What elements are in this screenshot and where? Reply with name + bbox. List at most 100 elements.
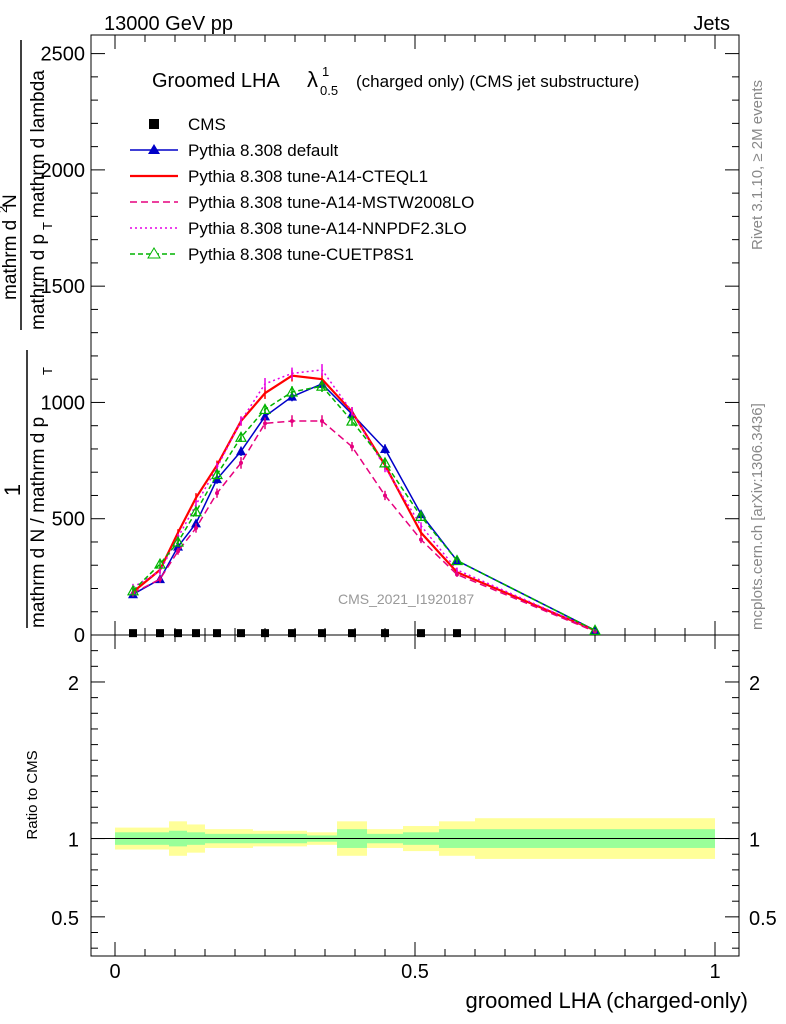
legend-label-default: Pythia 8.308 default <box>188 141 339 160</box>
title-suffix: (charged only) (CMS jet substructure) <box>356 72 639 91</box>
main-y-tick-label: 0 <box>74 625 85 647</box>
cms-point <box>453 629 461 638</box>
marker-cuetp <box>153 557 167 569</box>
legend-label-cteql1: Pythia 8.308 tune-A14-CTEQL1 <box>188 167 428 186</box>
marker-cuetp <box>414 510 428 521</box>
cms-point <box>237 629 245 638</box>
main-y-tick-label: 1000 <box>41 392 86 414</box>
marker-cuetp <box>210 468 224 480</box>
series-line-nnpdf <box>132 369 596 632</box>
legend-label-mstw: Pythia 8.308 tune-A14-MSTW2008LO <box>188 193 474 212</box>
cms-point <box>192 629 200 638</box>
ylabel-denominator-2a: mathrm d p <box>28 234 49 330</box>
series-line-cuetp <box>132 385 596 632</box>
ylabel-denominator-1: mathrm d N / mathrm d p <box>28 417 49 628</box>
ratio-y-tick-label-right: 0.5 <box>749 908 777 930</box>
cms-point <box>261 629 269 638</box>
legend-marker-cms <box>149 119 159 129</box>
header-right-label: Jets <box>693 13 730 35</box>
title-lambda-sub: 0.5 <box>320 83 338 98</box>
title-lambda: λ <box>307 67 318 92</box>
legend-marker-cuetp <box>147 247 161 259</box>
ylabel-numerator-sup: 2 <box>0 206 10 213</box>
ratio-y-axis-label: Ratio to CMS <box>24 750 41 839</box>
ylabel-one: 1 <box>0 484 25 496</box>
ratio-plot-frame <box>90 634 740 957</box>
marker-mstw <box>290 419 294 424</box>
ylabel-numerator: mathrm d <box>0 220 21 300</box>
marker-default <box>260 411 270 421</box>
main-y-tick-label: 1500 <box>41 276 86 298</box>
marker-default <box>236 446 246 456</box>
ylabel-numerator-2: N <box>0 194 21 208</box>
legend-marker-default <box>148 144 160 154</box>
cms-point <box>129 629 137 638</box>
marker-mstw <box>320 419 324 424</box>
legend-label-cuetp: Pythia 8.308 tune-CUETP8S1 <box>188 245 414 264</box>
marker-mstw <box>383 493 387 498</box>
x-axis: 0 0.5 1 <box>109 35 721 983</box>
cms-point <box>348 629 356 638</box>
marker-cuetp <box>189 505 203 517</box>
cms-points <box>129 629 461 638</box>
cms-point <box>288 629 296 638</box>
marker-default <box>191 518 201 528</box>
series-line-cteql1 <box>132 374 596 632</box>
ratio-y-tick-label: 0.5 <box>51 908 79 930</box>
plot-title: Groomed LHA λ 1 0.5 (charged only) (CMS … <box>152 64 639 98</box>
marker-cuetp <box>588 624 602 635</box>
marker-mstw <box>455 572 459 577</box>
ratio-y-tick-label: 2 <box>68 673 79 695</box>
ratio-y-tick-label-right: 1 <box>749 830 760 852</box>
marker-mstw <box>263 421 267 426</box>
marker-mstw <box>239 460 243 465</box>
cms-point <box>381 629 389 638</box>
marker-cuetp <box>315 379 329 391</box>
marker-cuetp <box>378 456 392 468</box>
marker-cuetp <box>171 535 185 547</box>
ylabel-denominator-1-sub: T <box>40 367 55 375</box>
ylabel-denominator-2b: mathrm d lambda <box>28 70 49 218</box>
x-tick-label: 1 <box>709 961 720 983</box>
marker-mstw <box>194 526 198 531</box>
rivet-side-label: Rivet 3.1.10, ≥ 2M events <box>749 80 766 250</box>
marker-cuetp <box>285 385 299 397</box>
ratio-y-axis: 0.5 0.5 1 1 2 2 <box>51 650 777 949</box>
cms-point <box>213 629 221 638</box>
cms-point <box>318 629 326 638</box>
x-tick-label: 0.5 <box>401 961 429 983</box>
marker-cuetp <box>126 584 140 596</box>
x-tick-label: 0 <box>109 961 120 983</box>
ylabel-denominator-2-sub: T <box>40 222 55 230</box>
main-y-axis: 0 500 1000 1500 2000 2500 <box>41 44 739 647</box>
series-line-mstw <box>132 420 596 633</box>
marker-mstw <box>215 491 219 496</box>
analysis-watermark: CMS_2021_I1920187 <box>338 591 474 607</box>
x-axis-label: groomed LHA (charged-only) <box>466 988 748 1013</box>
main-y-axis-label: 1 mathrm d N / mathrm d p T mathrm d 2 N… <box>0 40 55 628</box>
cms-point <box>174 629 182 638</box>
mcplots-side-label: mcplots.cern.ch [arXiv:1306.3436] <box>749 403 766 630</box>
cms-point <box>156 629 164 638</box>
main-y-tick-label: 2500 <box>41 44 86 66</box>
marker-cuetp <box>234 431 248 442</box>
title-lambda-sup: 1 <box>322 64 329 79</box>
legend-label-cms: CMS <box>188 115 226 134</box>
cms-point <box>417 629 425 638</box>
main-y-tick-label: 500 <box>52 509 85 531</box>
marker-cuetp <box>258 403 272 415</box>
header-left-label: 13000 GeV pp <box>104 13 233 35</box>
marker-cuetp <box>345 414 359 426</box>
title-main: Groomed LHA <box>152 70 280 92</box>
legend: CMS Pythia 8.308 default Pythia 8.308 tune… <box>130 115 474 264</box>
ratio-y-tick-label-right: 2 <box>749 673 760 695</box>
legend-label-nnpdf: Pythia 8.308 tune-A14-NNPDF2.3LO <box>188 219 467 238</box>
marker-mstw <box>176 549 180 554</box>
ratio-y-tick-label: 1 <box>68 830 79 852</box>
marker-mstw <box>419 537 423 542</box>
marker-cuetp <box>450 554 464 566</box>
marker-mstw <box>158 577 162 582</box>
series-layer <box>126 364 602 635</box>
marker-default <box>380 443 390 453</box>
